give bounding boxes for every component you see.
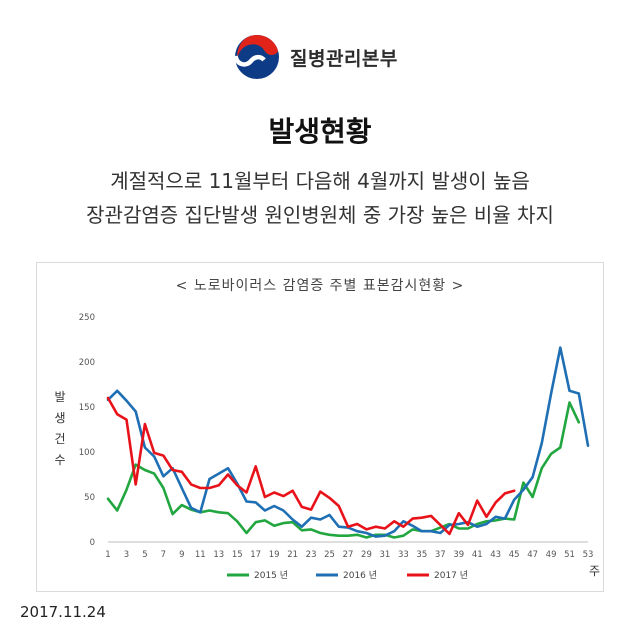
x-tick-label: 1 [105, 550, 110, 560]
y-tick-label: 200 [79, 358, 95, 368]
x-tick-label: 29 [361, 550, 372, 560]
series-line-2 [106, 396, 516, 536]
legend-label: 2015 년 [254, 570, 288, 581]
x-tick-label: 11 [195, 550, 206, 560]
subtitle-line-2: 장관감염증 집단발생 원인병원체 중 가장 높은 비율 차지 [86, 203, 554, 227]
x-tick-label: 41 [472, 550, 483, 560]
x-tick-label: 33 [398, 550, 409, 560]
x-tick-label: 43 [490, 550, 501, 560]
x-tick-label: 53 [583, 550, 594, 560]
x-tick-label: 31 [380, 550, 391, 560]
y-tick-label: 100 [79, 448, 95, 458]
y-axis-label-char: 건 [54, 432, 65, 446]
x-tick-label: 25 [324, 550, 335, 560]
taegeuk-icon [234, 35, 279, 79]
series-line-0 [106, 401, 581, 539]
x-tick-label: 27 [343, 550, 354, 560]
x-tick-label: 49 [546, 550, 557, 560]
legend-label: 2017 년 [434, 570, 468, 581]
x-tick-label: 39 [453, 550, 464, 560]
x-tick-label: 47 [527, 550, 538, 560]
y-axis-label-char: 수 [54, 453, 65, 467]
y-tick-label: 150 [79, 403, 95, 413]
logo-text: 질병관리본부 [290, 47, 398, 70]
y-tick-label: 250 [79, 313, 95, 323]
chart-title: < 노로바이러스 감염증 주별 표본감시현황 > [176, 278, 465, 294]
x-axis-label: 주 [589, 564, 600, 578]
chart-legend: 2015 년 2016 년 2017 년 [227, 570, 468, 581]
logo: 질병관리본부 [234, 30, 424, 84]
y-axis-label-char: 생 [54, 411, 65, 425]
x-tick-label: 15 [232, 550, 243, 560]
x-tick-label: 5 [142, 550, 147, 560]
y-tick-label: 0 [90, 538, 95, 548]
x-tick-label: 37 [435, 550, 446, 560]
x-tick-label: 45 [509, 550, 520, 560]
x-tick-label: 9 [179, 550, 184, 560]
y-axis-label-char: 발 [54, 390, 65, 404]
x-tick-label: 21 [287, 550, 298, 560]
x-tick-label: 23 [306, 550, 317, 560]
x-tick-label: 19 [269, 550, 280, 560]
x-tick-label: 17 [250, 550, 261, 560]
y-tick-label: 50 [84, 493, 95, 503]
x-tick-label: 13 [213, 550, 224, 560]
legend-label: 2016 년 [343, 570, 377, 581]
subtitle-line-1: 계절적으로 11월부터 다음해 4월까지 발생이 높음 [110, 169, 530, 193]
page-title: 발생현황 [268, 115, 372, 148]
x-tick-label: 3 [124, 550, 129, 560]
publish-date: 2017.11.24 [20, 603, 106, 621]
x-tick-label: 35 [416, 550, 427, 560]
x-tick-label: 51 [564, 550, 575, 560]
x-tick-label: 7 [161, 550, 166, 560]
